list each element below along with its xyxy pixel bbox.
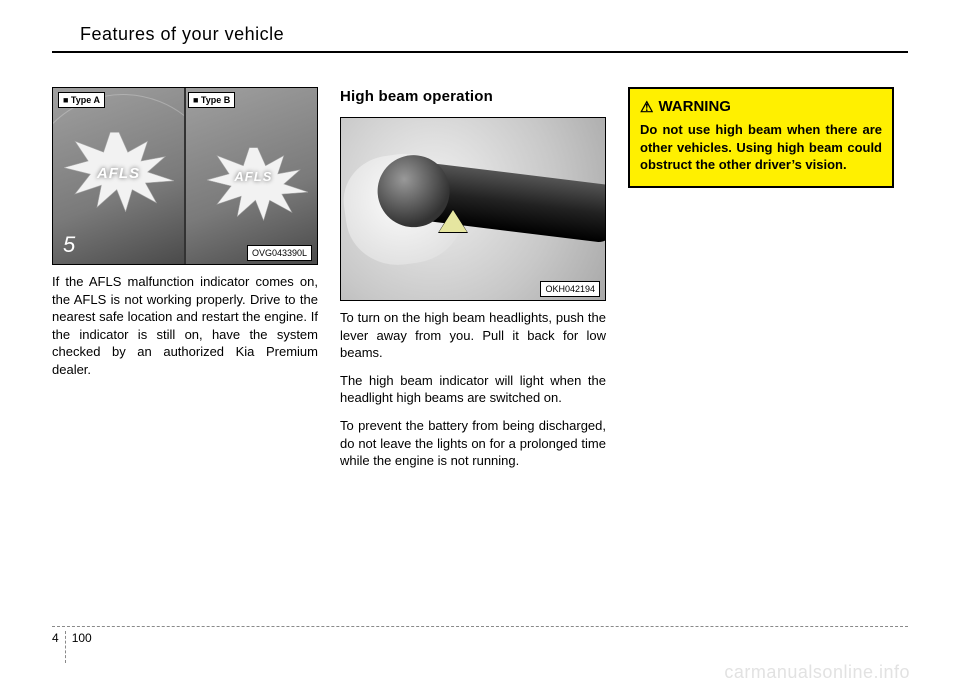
warning-title-text: WARNING xyxy=(658,97,731,117)
warning-title: ⚠ WARNING xyxy=(640,97,882,117)
label-type-b: ■ Type B xyxy=(188,92,235,108)
afls-panel-b: AFLS xyxy=(186,88,317,264)
column-2: High beam operation OKH042194 To turn on… xyxy=(340,87,606,480)
column-3: ⚠ WARNING Do not use high beam when ther… xyxy=(628,87,894,480)
page-footer: 4 100 xyxy=(52,626,908,663)
watermark: carmanualsonline.info xyxy=(724,662,910,683)
warning-triangle-icon: ⚠ xyxy=(640,100,653,115)
arrow-up-icon xyxy=(439,210,467,232)
figure-code-lever: OKH042194 xyxy=(540,281,600,297)
figure-afls: 5 AFLS AFLS ■ Type A ■ Type B OVG043390L xyxy=(52,87,318,265)
column-1: 5 AFLS AFLS ■ Type A ■ Type B OVG043390L xyxy=(52,87,318,480)
figure-code-afls: OVG043390L xyxy=(247,245,312,261)
high-beam-p3: To prevent the battery from being discha… xyxy=(340,417,606,470)
footer-chapter: 4 xyxy=(52,631,66,663)
running-head: Features of your vehicle xyxy=(80,24,908,51)
afls-text-a: AFLS xyxy=(97,164,140,184)
afls-text-b: AFLS xyxy=(234,168,272,186)
figure-high-beam: OKH042194 xyxy=(340,117,606,301)
head-rule xyxy=(52,51,908,53)
afls-panel-a: 5 AFLS xyxy=(53,88,184,264)
high-beam-p2: The high beam indicator will light when … xyxy=(340,372,606,407)
warning-body: Do not use high beam when there are othe… xyxy=(640,121,882,174)
footer-page: 100 xyxy=(72,631,92,645)
afls-body-text: If the AFLS malfunction indicator comes … xyxy=(52,273,318,378)
warning-box: ⚠ WARNING Do not use high beam when ther… xyxy=(628,87,894,188)
high-beam-p1: To turn on the high beam headlights, pus… xyxy=(340,309,606,362)
label-type-a: ■ Type A xyxy=(58,92,105,108)
dash-number: 5 xyxy=(63,230,75,260)
content-columns: 5 AFLS AFLS ■ Type A ■ Type B OVG043390L xyxy=(52,87,908,480)
heading-high-beam: High beam operation xyxy=(340,87,606,107)
